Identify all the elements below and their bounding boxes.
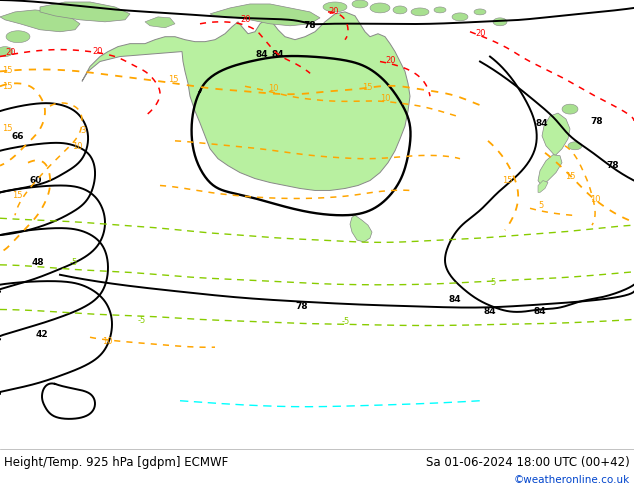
Polygon shape (562, 104, 578, 114)
Text: 20: 20 (92, 47, 103, 55)
Text: 60: 60 (30, 175, 42, 185)
Polygon shape (0, 10, 80, 32)
Text: 20: 20 (5, 48, 15, 56)
Text: 78: 78 (295, 301, 308, 311)
Polygon shape (434, 7, 446, 13)
Text: 84: 84 (535, 119, 548, 128)
Text: -5: -5 (70, 258, 78, 267)
Text: 48: 48 (32, 258, 44, 267)
Polygon shape (352, 0, 368, 8)
Text: 15: 15 (2, 124, 13, 133)
Text: 15: 15 (168, 75, 179, 84)
Text: 10: 10 (72, 142, 82, 151)
Polygon shape (0, 47, 13, 56)
Text: ©weatheronline.co.uk: ©weatheronline.co.uk (514, 475, 630, 485)
Polygon shape (538, 180, 548, 193)
Polygon shape (145, 17, 175, 28)
Text: 15: 15 (362, 83, 373, 92)
Text: 10: 10 (590, 196, 600, 204)
Text: 84: 84 (484, 308, 496, 317)
Polygon shape (542, 113, 570, 156)
Text: 84: 84 (256, 49, 268, 58)
Polygon shape (568, 142, 582, 150)
Text: 20: 20 (385, 56, 396, 66)
Text: 3: 3 (80, 126, 86, 135)
Text: 78: 78 (304, 21, 316, 30)
Text: 84: 84 (534, 308, 547, 317)
Polygon shape (323, 2, 347, 12)
Text: 20: 20 (240, 15, 250, 24)
Text: -5: -5 (138, 317, 146, 325)
Polygon shape (493, 18, 507, 26)
Text: 84: 84 (449, 294, 462, 304)
Text: 10: 10 (380, 94, 391, 103)
Text: -5: -5 (342, 318, 350, 326)
Text: 20: 20 (328, 7, 339, 16)
Text: 78: 78 (590, 117, 603, 125)
Polygon shape (350, 215, 372, 242)
Text: 66: 66 (12, 132, 24, 141)
Text: 15: 15 (2, 82, 13, 91)
Text: 5: 5 (490, 278, 495, 287)
Polygon shape (452, 13, 468, 21)
Polygon shape (474, 9, 486, 15)
Text: Sa 01-06-2024 18:00 UTC (00+42): Sa 01-06-2024 18:00 UTC (00+42) (426, 456, 630, 469)
Polygon shape (6, 31, 30, 43)
Text: 10: 10 (268, 84, 278, 93)
Text: 84: 84 (272, 49, 284, 58)
Polygon shape (82, 12, 410, 191)
Text: 15: 15 (502, 175, 512, 185)
Text: 20: 20 (475, 29, 486, 38)
Text: 15: 15 (565, 172, 576, 180)
Text: 5: 5 (538, 201, 543, 210)
Polygon shape (411, 8, 429, 16)
Text: 78: 78 (606, 161, 619, 170)
Polygon shape (210, 4, 320, 26)
Polygon shape (393, 6, 407, 14)
Text: Height/Temp. 925 hPa [gdpm] ECMWF: Height/Temp. 925 hPa [gdpm] ECMWF (4, 456, 228, 469)
Polygon shape (370, 3, 390, 13)
Polygon shape (40, 2, 130, 22)
Text: 10: 10 (102, 337, 112, 346)
Text: 15: 15 (12, 192, 22, 200)
Polygon shape (538, 155, 562, 187)
Text: 42: 42 (36, 330, 48, 339)
Text: 15: 15 (2, 67, 13, 75)
